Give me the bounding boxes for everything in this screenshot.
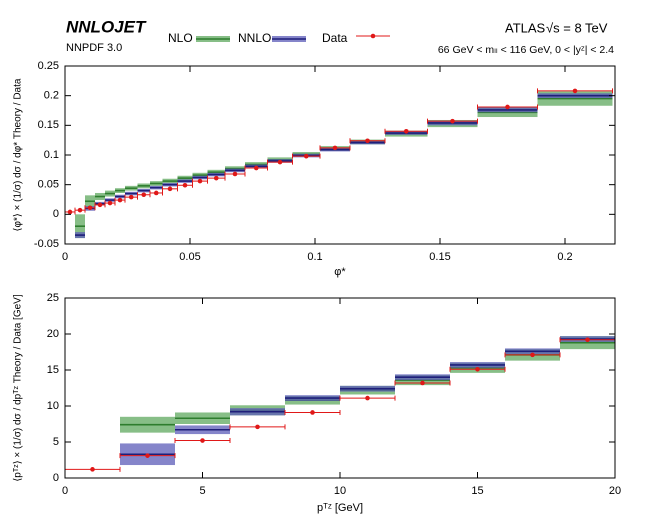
x-tick-label: 0.15	[429, 251, 450, 263]
y-axis-label: ⟨φ*⟩ × (1/σ) dσ / dφ* Theory / Data	[13, 78, 24, 231]
data-point	[332, 145, 338, 151]
data-point	[253, 165, 259, 171]
data-point	[505, 104, 510, 110]
x-tick-label: 0	[62, 485, 68, 497]
legend-label: Data	[322, 31, 348, 45]
data-point	[450, 118, 455, 124]
y-tick-label: 10	[47, 400, 59, 412]
x-tick-label: 15	[471, 485, 483, 497]
annotation: ATLAS	[505, 20, 546, 35]
data-point	[77, 207, 83, 213]
y-tick-label: 20	[47, 328, 59, 340]
data-point	[90, 467, 95, 472]
y-tick-label: 0	[53, 472, 59, 484]
x-tick-label: 0.2	[557, 251, 572, 263]
data-point	[141, 192, 147, 198]
data-point	[420, 380, 425, 386]
x-tick-label: 20	[609, 485, 621, 497]
y-tick-label: 0.1	[44, 149, 59, 161]
data-point	[403, 128, 409, 134]
x-tick-label: 0	[62, 251, 68, 263]
legend-swatch	[370, 33, 376, 39]
y-tick-label: 5	[53, 436, 59, 448]
data-point	[310, 410, 315, 415]
data-point	[197, 178, 203, 184]
data-point	[475, 366, 480, 372]
legend-label: NNLO	[238, 31, 271, 45]
y-tick-label: 0	[53, 208, 59, 220]
data-point	[67, 209, 73, 215]
y-tick-label: 0.05	[38, 179, 59, 191]
data-point	[167, 186, 173, 192]
data-point	[365, 395, 370, 401]
data-point	[365, 138, 370, 144]
y-tick-label: 0.15	[38, 119, 59, 131]
x-tick-label: 10	[334, 485, 346, 497]
x-tick-label: 0.1	[307, 251, 322, 263]
chart-subtitle: NNPDF 3.0	[66, 42, 122, 54]
annotation: √s = 8 TeV	[546, 20, 608, 35]
data-point	[153, 190, 159, 196]
data-point	[232, 171, 238, 177]
legend-label: NLO	[168, 31, 193, 45]
y-tick-label: 25	[47, 292, 59, 304]
x-axis-label: pᵀᶻ [GeV]	[317, 502, 363, 514]
annotation: 66 GeV < mₗₗ < 116 GeV, 0 < |yᶻ| < 2.4	[438, 44, 614, 56]
data-point	[213, 175, 219, 181]
data-point	[107, 200, 113, 206]
data-point	[277, 159, 283, 165]
data-point	[572, 88, 578, 94]
data-point	[200, 438, 205, 443]
data-point	[87, 205, 93, 211]
data-point	[128, 194, 134, 200]
y-tick-label: -0.05	[34, 238, 59, 250]
data-point	[182, 182, 188, 188]
y-tick-label: 15	[47, 364, 59, 376]
data-point	[255, 424, 260, 430]
x-axis-label: φ*	[334, 266, 346, 278]
data-point	[145, 453, 150, 458]
y-tick-label: 0.25	[38, 60, 59, 72]
data-point	[585, 337, 590, 343]
x-tick-label: 0.05	[179, 251, 200, 263]
x-tick-label: 5	[199, 485, 205, 497]
data-point	[117, 197, 123, 203]
chart-title: NNLOJET	[66, 17, 147, 36]
y-axis-label: ⟨pᵀᶻ⟩ × (1/σ) dσ / dpᵀᶻ Theory / Data [G…	[13, 294, 24, 481]
data-point	[303, 153, 309, 159]
y-tick-label: 0.2	[44, 90, 59, 102]
data-point	[97, 202, 103, 208]
data-point	[530, 352, 535, 358]
